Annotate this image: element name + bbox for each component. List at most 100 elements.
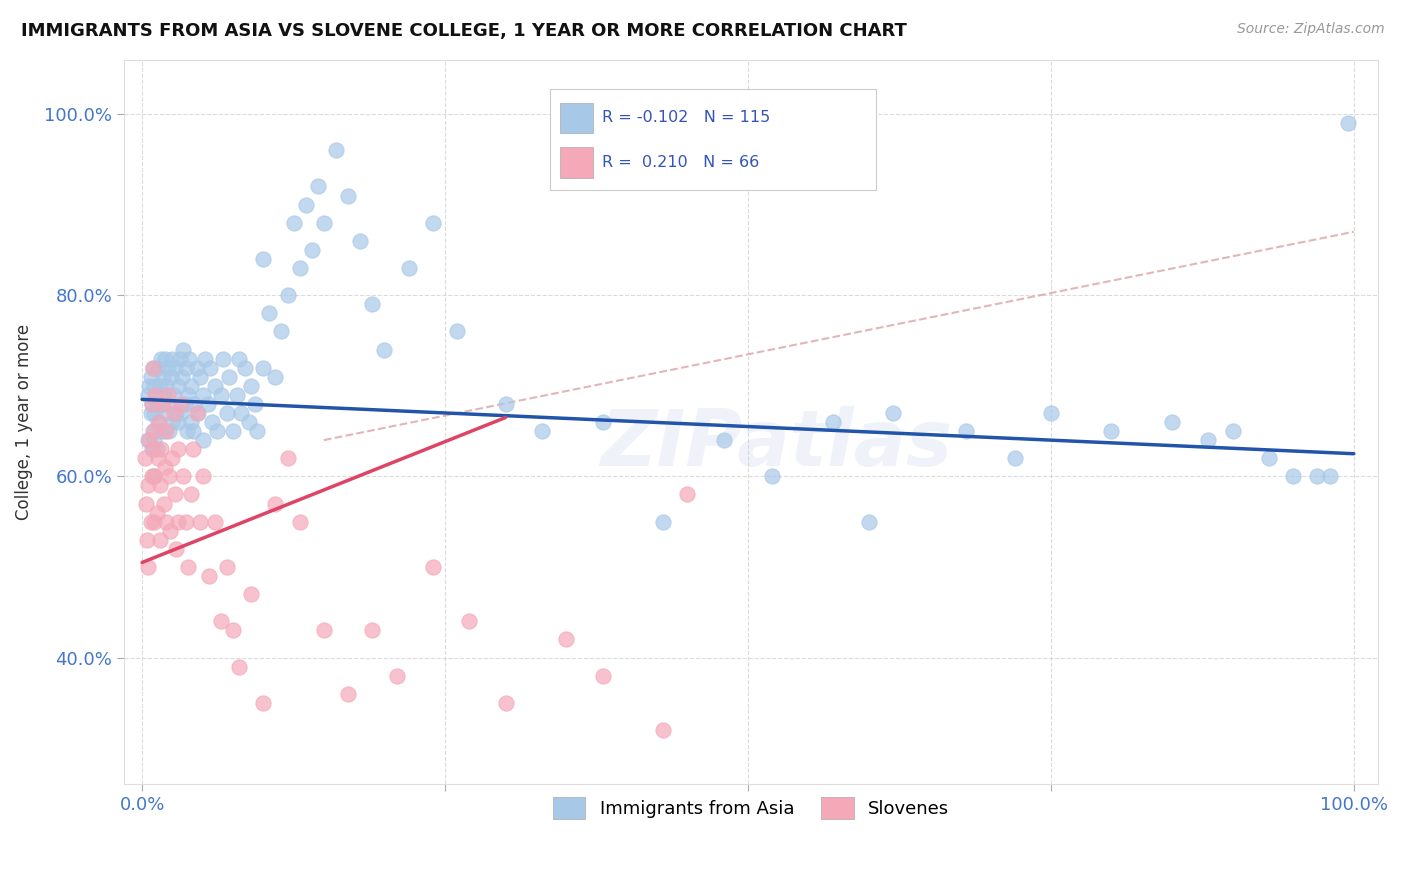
Point <box>301 243 323 257</box>
Point <box>146 360 169 375</box>
Point <box>148 415 170 429</box>
Y-axis label: College, 1 year or more: College, 1 year or more <box>15 324 32 520</box>
Point <box>197 569 219 583</box>
Point <box>204 515 226 529</box>
Point <box>240 587 263 601</box>
Point <box>141 469 163 483</box>
Point <box>204 378 226 392</box>
Point <box>143 378 166 392</box>
Point <box>228 351 250 366</box>
Point <box>136 478 159 492</box>
Point <box>167 442 190 457</box>
Point <box>167 515 190 529</box>
Point <box>167 415 190 429</box>
Text: ZIPatlas: ZIPatlas <box>600 406 952 482</box>
Point <box>176 424 198 438</box>
Point <box>135 497 157 511</box>
Point <box>150 351 173 366</box>
Point <box>1039 406 1062 420</box>
Point <box>385 669 408 683</box>
Point <box>173 397 195 411</box>
Point <box>139 406 162 420</box>
Point <box>530 424 553 438</box>
Point <box>149 378 172 392</box>
Point <box>159 397 181 411</box>
Point <box>1306 469 1329 483</box>
Point <box>162 406 184 420</box>
Point <box>283 216 305 230</box>
Point <box>240 378 263 392</box>
Point <box>188 369 211 384</box>
Point <box>162 351 184 366</box>
Point <box>349 234 371 248</box>
Point <box>142 442 165 457</box>
Point <box>163 360 186 375</box>
Point <box>141 397 163 411</box>
Point <box>159 524 181 538</box>
Point <box>197 397 219 411</box>
Point <box>165 406 187 420</box>
Point <box>1161 415 1184 429</box>
Point <box>264 497 287 511</box>
Point <box>153 497 176 511</box>
Point <box>163 487 186 501</box>
Point <box>142 360 165 375</box>
Point <box>179 351 201 366</box>
Point <box>191 469 214 483</box>
Point <box>162 415 184 429</box>
Point <box>153 424 176 438</box>
Point <box>155 406 177 420</box>
Point <box>170 397 193 411</box>
Point <box>215 406 238 420</box>
Point <box>160 369 183 384</box>
Point <box>141 442 163 457</box>
Point <box>955 424 977 438</box>
Point <box>422 216 444 230</box>
Point <box>169 351 191 366</box>
Point <box>233 360 256 375</box>
Point <box>495 397 517 411</box>
Point <box>361 624 384 638</box>
Point <box>172 469 194 483</box>
Point <box>238 415 260 429</box>
Point <box>153 351 176 366</box>
Point <box>201 415 224 429</box>
Point <box>180 415 202 429</box>
Point <box>212 351 235 366</box>
Point <box>183 397 205 411</box>
Point <box>143 424 166 438</box>
Point <box>198 360 221 375</box>
Point <box>337 188 360 202</box>
Point <box>555 632 578 647</box>
Point <box>188 515 211 529</box>
Point <box>150 397 173 411</box>
Point <box>152 369 174 384</box>
Point <box>150 442 173 457</box>
Point <box>228 659 250 673</box>
Point <box>312 624 335 638</box>
Point <box>187 406 209 420</box>
Point <box>162 388 184 402</box>
Point <box>143 433 166 447</box>
Point <box>231 406 253 420</box>
Point <box>143 469 166 483</box>
Point <box>143 469 166 483</box>
Point <box>209 388 232 402</box>
Point <box>361 297 384 311</box>
Point <box>215 560 238 574</box>
Point <box>172 343 194 357</box>
Point <box>713 433 735 447</box>
Point <box>495 696 517 710</box>
Point <box>165 541 187 556</box>
Point <box>191 433 214 447</box>
Point <box>141 397 163 411</box>
Point <box>180 378 202 392</box>
Point <box>458 615 481 629</box>
Point <box>225 388 247 402</box>
Point <box>222 624 245 638</box>
Point <box>294 197 316 211</box>
Point <box>652 515 675 529</box>
Point <box>252 696 274 710</box>
Point <box>138 378 160 392</box>
Point <box>252 252 274 266</box>
